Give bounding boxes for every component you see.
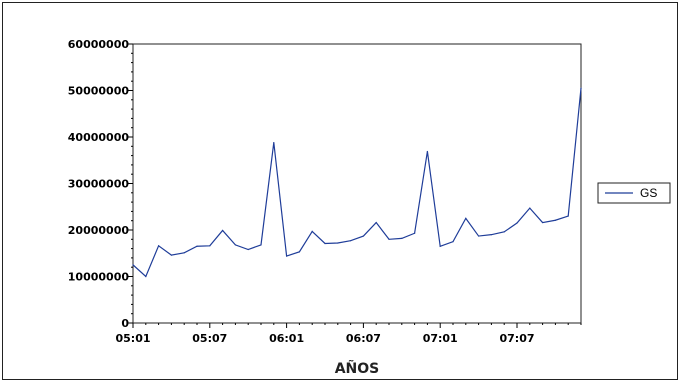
legend-box <box>597 182 671 204</box>
y-tick-label: 60000000 <box>68 38 130 51</box>
data-point <box>490 234 492 236</box>
data-point <box>529 207 531 209</box>
data-point <box>337 242 339 244</box>
x-tick-label: 07:07 <box>499 332 534 345</box>
data-point <box>375 221 377 224</box>
chart-frame: 0 10000000 20000000 30000000 40000000 5000000… <box>2 2 678 380</box>
plot-area <box>132 43 582 324</box>
x-axis-title: AÑOS <box>335 360 380 377</box>
y-tick-label: 0 <box>121 317 129 330</box>
data-point <box>388 238 390 240</box>
series-layer <box>132 87 582 278</box>
x-tick-label: 07:01 <box>423 332 458 345</box>
data-point <box>298 251 300 253</box>
x-axis: 05:01 05:07 06:01 06:07 07:01 07:07 <box>115 323 582 345</box>
data-point <box>350 240 352 242</box>
data-point <box>401 237 403 239</box>
data-point <box>260 244 262 246</box>
data-point <box>209 245 211 247</box>
y-tick-label: 10000000 <box>68 271 130 284</box>
x-tick-label: 05:07 <box>192 332 227 345</box>
data-point <box>170 254 172 256</box>
data-point <box>286 255 288 257</box>
data-point <box>132 264 134 266</box>
data-point <box>452 241 454 243</box>
data-point <box>158 245 160 247</box>
line-chart: 0 10000000 20000000 30000000 40000000 5000000… <box>68 38 671 377</box>
data-point <box>362 235 364 237</box>
plot-border <box>132 43 582 324</box>
data-point <box>234 244 236 246</box>
x-tick-label: 06:07 <box>346 332 381 345</box>
y-tick-label: 50000000 <box>68 85 130 98</box>
data-point <box>554 219 557 221</box>
data-point <box>222 229 224 232</box>
data-point <box>324 242 326 245</box>
data-point <box>567 215 569 217</box>
data-point <box>465 217 467 219</box>
legend: GS <box>597 182 671 204</box>
data-point <box>439 245 441 247</box>
data-point <box>542 221 544 224</box>
data-point <box>516 222 518 224</box>
data-point <box>414 232 416 234</box>
x-tick-label: 05:01 <box>115 332 150 345</box>
data-point <box>311 230 313 232</box>
data-point <box>503 231 505 233</box>
data-point <box>478 235 480 237</box>
data-point <box>196 245 198 247</box>
data-point <box>145 275 147 278</box>
data-point <box>426 150 428 153</box>
y-tick-label: 40000000 <box>68 131 130 144</box>
y-tick-label: 30000000 <box>68 178 130 191</box>
data-point <box>183 252 185 254</box>
x-tick-label: 06:01 <box>269 332 304 345</box>
data-point <box>273 141 275 144</box>
data-point <box>580 87 582 89</box>
data-point <box>247 248 249 251</box>
y-axis: 0 10000000 20000000 30000000 40000000 5000000… <box>68 38 133 330</box>
legend-label: GS <box>640 186 657 200</box>
y-tick-label: 20000000 <box>68 224 130 237</box>
series-line <box>132 88 582 278</box>
